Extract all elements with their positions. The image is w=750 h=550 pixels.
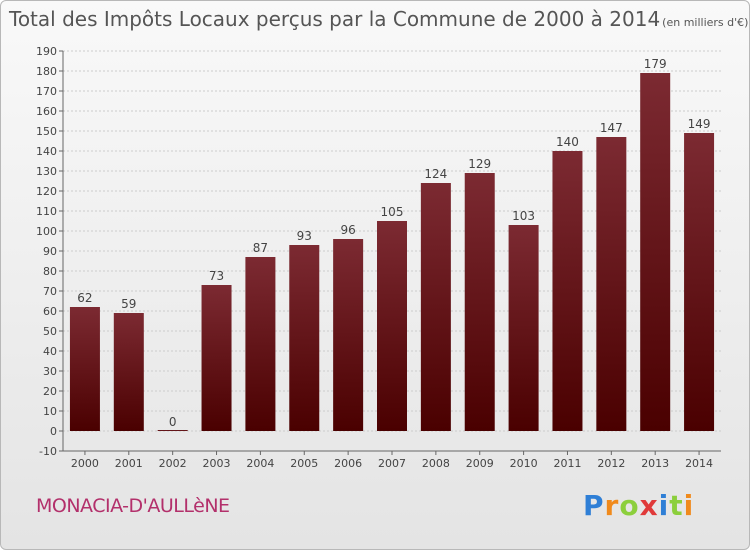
logo-letter: o [619,489,640,522]
y-tick-label: 190 [36,45,57,58]
y-tick-label: 180 [36,65,57,78]
x-tick-label-2000: 2000 [71,457,99,470]
y-tick-label: 110 [36,205,57,218]
y-tick-label: 80 [43,265,57,278]
x-tick-label-2004: 2004 [246,457,274,470]
chart-title: Total des Impôts Locaux perçus par la Co… [9,7,748,31]
value-label-2001: 59 [121,297,136,311]
bar-2008 [420,183,451,431]
logo-letter: r [604,489,620,522]
bar-2001 [113,313,144,431]
value-label-2014: 149 [688,117,711,131]
bar-2005 [289,245,320,431]
bar-2012 [596,137,627,431]
x-tick-label-2005: 2005 [290,457,318,470]
x-tick-label-2003: 2003 [203,457,231,470]
value-label-2008: 124 [424,167,447,181]
bar-2004 [245,257,276,431]
y-tick-label: 40 [43,345,57,358]
y-tick-label: 30 [43,365,57,378]
y-tick-label: -10 [39,445,57,458]
bar-2011 [552,151,583,431]
y-tick-label: 10 [43,405,57,418]
bar-2009 [464,173,495,431]
x-tick-label-2002: 2002 [159,457,187,470]
bar-2007 [377,221,407,431]
logo-letter: i [658,489,670,522]
y-tick-label: 50 [43,325,57,338]
logo-letter: x [639,489,659,522]
proxiti-logo: Proxiti [583,489,694,522]
y-tick-label: 100 [36,225,57,238]
value-label-2000: 62 [77,291,92,305]
logo-letter: t [669,489,684,522]
value-label-2012: 147 [600,121,623,135]
y-tick-label: 60 [43,305,57,318]
value-label-2003: 73 [209,269,224,283]
x-tick-label-2010: 2010 [510,457,538,470]
x-tick-label-2013: 2013 [641,457,669,470]
x-tick-label-2011: 2011 [553,457,581,470]
commune-name: MONACIA-D'AULLèNE [36,495,230,517]
bar-2013 [640,73,671,431]
logo-letter: P [583,489,605,522]
y-tick-label: 130 [36,165,57,178]
value-label-2004: 87 [253,241,268,255]
y-tick-label: 0 [50,425,57,438]
value-label-2002: 0 [169,415,177,429]
x-tick-label-2009: 2009 [466,457,494,470]
bar-2002 [157,430,188,431]
x-tick-label-2006: 2006 [334,457,362,470]
y-tick-label: 120 [36,185,57,198]
logo-letter: i [683,489,695,522]
bar-2003 [201,285,232,431]
bar-chart: -10 0 10 20 30 40 50 60 70 80 90 100 110 120 130 140 150… [36,45,721,470]
value-label-2005: 93 [297,229,312,243]
x-tick-label-2012: 2012 [597,457,625,470]
x-tick-label-2007: 2007 [378,457,406,470]
title-unit: (en milliers d'€) [662,16,749,29]
y-tick-label: 160 [36,105,57,118]
y-tick-label: 170 [36,85,57,98]
title-text: Total des Impôts Locaux perçus par la Co… [9,7,661,31]
value-label-2010: 103 [512,209,535,223]
bar-2006 [333,239,364,431]
value-label-2006: 96 [340,223,355,237]
bar-2000 [69,307,100,431]
value-label-2007: 105 [381,205,404,219]
y-tick-label: 140 [36,145,57,158]
bar-2014 [684,133,715,431]
x-tick-label-2001: 2001 [115,457,143,470]
y-tick-label: 20 [43,385,57,398]
y-tick-label: 70 [43,285,57,298]
y-tick-label: 90 [43,245,57,258]
y-tick-label: 150 [36,125,57,138]
bar-2010 [508,225,539,431]
x-tick-label-2008: 2008 [422,457,450,470]
value-label-2013: 179 [644,57,667,71]
value-label-2009: 129 [468,157,491,171]
value-label-2011: 140 [556,135,579,149]
x-tick-label-2014: 2014 [685,457,713,470]
